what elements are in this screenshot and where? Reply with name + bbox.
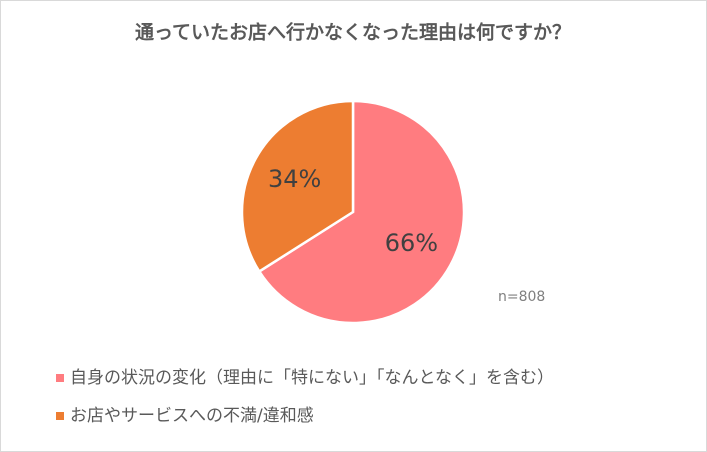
legend-label: 自身の状況の変化（理由に「特にない」「なんとなく」を含む） [70,368,554,388]
legend-marker [56,412,64,420]
legend-marker [56,374,64,382]
chart-title: 通っていたお店へ行かなくなった理由は何ですか？ [135,21,571,44]
legend-label: お店やサービスへの不満/違和感 [70,406,314,426]
pie-slice [240,99,355,274]
annotation: n=808 [498,289,545,305]
pie-slice [257,99,466,325]
data-label: 66% [385,229,438,257]
data-label: 34% [268,165,321,193]
